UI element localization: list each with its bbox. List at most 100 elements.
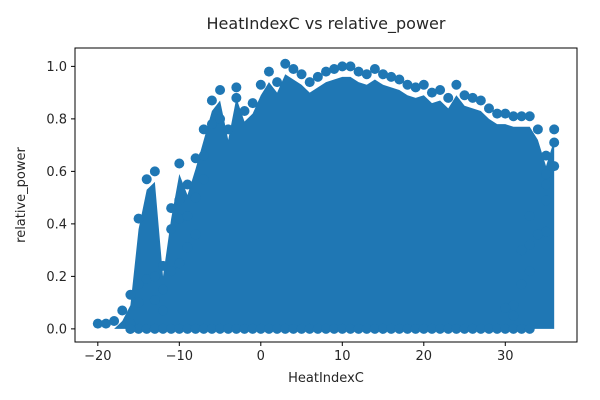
scatter-point [321,66,331,77]
scatter-point [263,323,274,334]
scatter-point [541,150,552,161]
scatter-point [418,79,429,90]
scatter-point [426,323,437,334]
scatter-point [524,211,535,221]
scatter-point [549,161,560,172]
scatter-point [280,58,291,69]
scatter-point [549,124,560,135]
scatter-point [516,323,527,334]
scatter-point [215,113,226,124]
scatter-point [288,323,299,334]
scatter-point [402,323,413,334]
scatter-point [109,316,120,326]
plot-frame [74,47,578,343]
scatter-point [304,77,315,88]
scatter-point [345,323,356,334]
scatter-point [524,111,535,122]
y-tick-label: 0.8 [46,112,67,127]
scatter-point [386,71,397,82]
x-axis-ticks: −20 −10 0 10 20 30 [84,342,514,364]
scatter-point [516,111,527,122]
y-tick-label: 0.2 [46,270,67,285]
scatter-point [312,71,323,82]
scatter-point [166,203,177,214]
y-tick-label: 0.4 [46,217,67,232]
scatter-point [296,323,307,334]
x-tick-label: 0 [257,349,265,364]
y-tick-label: 1.0 [46,60,67,75]
scatter-point [475,323,486,334]
scatter-point [516,279,527,290]
scatter-point [451,79,462,90]
scatter-point [508,310,519,321]
scatter-point [541,179,552,190]
scatter-point [255,323,266,334]
scatter-point [255,79,266,90]
scatter-point [532,229,543,240]
scatter-point [329,64,340,74]
scatter-point [483,323,494,334]
scatter-point [312,323,323,334]
scatter-point [174,158,185,169]
scatter-point [149,323,160,334]
scatter-point [345,61,356,72]
y-axis-ticks: 0.0 0.2 0.4 0.6 0.8 1.0 [46,60,75,337]
scatter-point [223,323,234,334]
scatter-point [174,258,185,269]
scatter-point [100,318,111,329]
scatter-point [532,124,543,135]
scatter-point [158,284,169,295]
scatter-point [206,119,217,130]
scatter-point [369,323,380,334]
scatter-point [190,153,201,164]
scatter-markers [92,58,560,334]
x-tick-label: −20 [84,349,111,364]
scatter-point [133,297,144,308]
scatter-point [280,323,291,334]
scatter-point [337,61,348,72]
scatter-point [125,289,136,300]
scatter-point [198,150,209,161]
scatter-point [190,323,201,334]
scatter-point [198,124,209,135]
scatter-point [239,323,250,334]
scatter-point [239,106,250,116]
scatter-point [206,95,217,106]
scatter-point [223,124,234,135]
scatter-point [492,108,503,119]
scatter-point [378,323,389,334]
scatter-point [459,90,470,101]
scatter-point [459,323,470,334]
scatter-point [402,79,413,90]
scatter-point [272,77,283,88]
scatter-point [174,213,185,224]
scatter-point [149,166,160,177]
scatter-point [426,87,437,98]
scatter-point [190,229,201,240]
scatter-point [117,305,128,316]
scatter-point [410,323,421,334]
chart-title: HeatIndexC vs relative_power [207,14,446,34]
scatter-point [125,323,136,334]
scatter-point [451,323,462,334]
dense-point-region [97,74,555,329]
scatter-point [149,271,160,282]
y-tick-label: 0.6 [46,165,67,180]
scatter-point [524,323,535,334]
scatter-point [141,274,152,284]
scatter-point [353,66,364,77]
scatter-point [133,279,144,290]
scatter-point [500,108,511,119]
scatter-point [182,242,193,253]
scatter-point [166,323,177,334]
scatter-point [394,323,405,334]
scatter-point [410,82,421,93]
scatter-point [369,64,380,74]
scatter-point [158,305,169,316]
scatter-point [467,92,478,103]
scatter-point [483,103,494,114]
scatter-point [443,92,454,103]
scatter-point [231,82,242,93]
scatter-point [182,323,193,334]
scatter-point [288,64,299,74]
